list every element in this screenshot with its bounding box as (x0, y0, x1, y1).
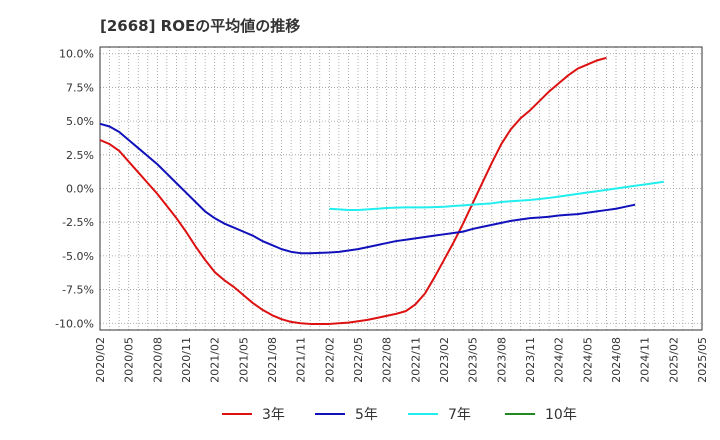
y-tick-label-3: 2.5% (66, 149, 94, 162)
x-tick-label-4: 2021/02 (209, 337, 222, 383)
x-tick-label-9: 2022/05 (352, 337, 365, 383)
x-tick-label-14: 2023/08 (495, 337, 508, 383)
x-tick-label-19: 2024/11 (639, 337, 652, 383)
legend-label-1: 5年 (355, 407, 378, 423)
x-tick-label-1: 2020/05 (123, 337, 136, 383)
y-tick-label-6: -5.0% (62, 250, 94, 263)
x-tick-label-20: 2025/02 (667, 337, 680, 383)
y-tick-label-2: 5.0% (66, 115, 94, 128)
x-tick-label-10: 2022/08 (381, 337, 394, 383)
y-tick-label-8: -10.0% (55, 317, 94, 330)
legend-label-2: 7年 (448, 407, 471, 423)
legend-label-3: 10年 (545, 407, 577, 423)
series-line-2 (329, 180, 664, 212)
x-tick-label-5: 2021/05 (237, 337, 250, 383)
x-tick-label-13: 2023/05 (467, 337, 480, 383)
y-axis-ticks: 10.0% 7.5% 5.0% 2.5% 0.0% -2.5% -5.0% -7.5% -10.… (55, 48, 94, 331)
x-tick-label-16: 2024/02 (553, 337, 566, 383)
x-tick-label-7: 2021/11 (295, 337, 308, 383)
y-tick-label-0: 10.0% (59, 48, 94, 61)
y-tick-label-4: 0.0% (66, 183, 94, 196)
y-tick-label-7: -7.5% (62, 284, 94, 297)
x-tick-label-21: 2025/05 (696, 337, 709, 383)
y-tick-label-1: 7.5% (66, 81, 94, 94)
legend: 3年 5年 7年 10年 (222, 407, 577, 423)
series-lines (99, 56, 664, 325)
x-tick-label-15: 2023/11 (524, 337, 537, 383)
series-line-1 (99, 122, 636, 255)
x-tick-label-18: 2024/08 (610, 337, 623, 383)
x-tick-label-12: 2023/02 (438, 337, 451, 383)
x-axis-ticks: 2020/02 2020/05 2020/08 2020/11 2021/02 2021/… (94, 337, 709, 383)
x-tick-label-8: 2022/02 (323, 337, 336, 383)
series-line-0 (99, 56, 607, 325)
grid-lines (99, 47, 703, 330)
x-tick-label-6: 2021/08 (266, 337, 279, 383)
x-tick-label-2: 2020/08 (151, 337, 164, 383)
chart-title: [2668] ROEの平均値の推移 (100, 17, 300, 35)
x-tick-label-0: 2020/02 (94, 337, 107, 383)
plot-frame (99, 46, 703, 331)
x-tick-label-17: 2024/05 (581, 337, 594, 383)
y-tick-label-5: -2.5% (62, 216, 94, 229)
x-tick-label-3: 2020/11 (180, 337, 193, 383)
legend-label-0: 3年 (262, 407, 285, 423)
x-tick-label-11: 2022/11 (409, 337, 422, 383)
